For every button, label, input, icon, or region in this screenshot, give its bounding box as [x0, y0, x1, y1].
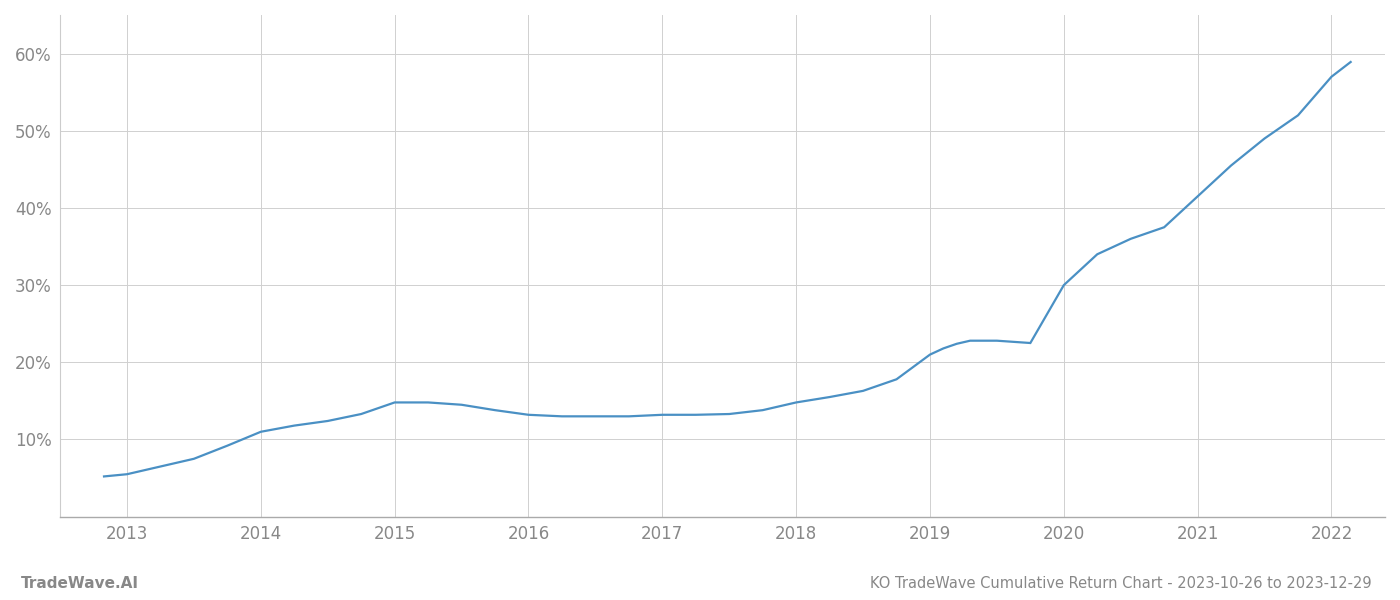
Text: KO TradeWave Cumulative Return Chart - 2023-10-26 to 2023-12-29: KO TradeWave Cumulative Return Chart - 2…	[871, 576, 1372, 591]
Text: TradeWave.AI: TradeWave.AI	[21, 576, 139, 591]
